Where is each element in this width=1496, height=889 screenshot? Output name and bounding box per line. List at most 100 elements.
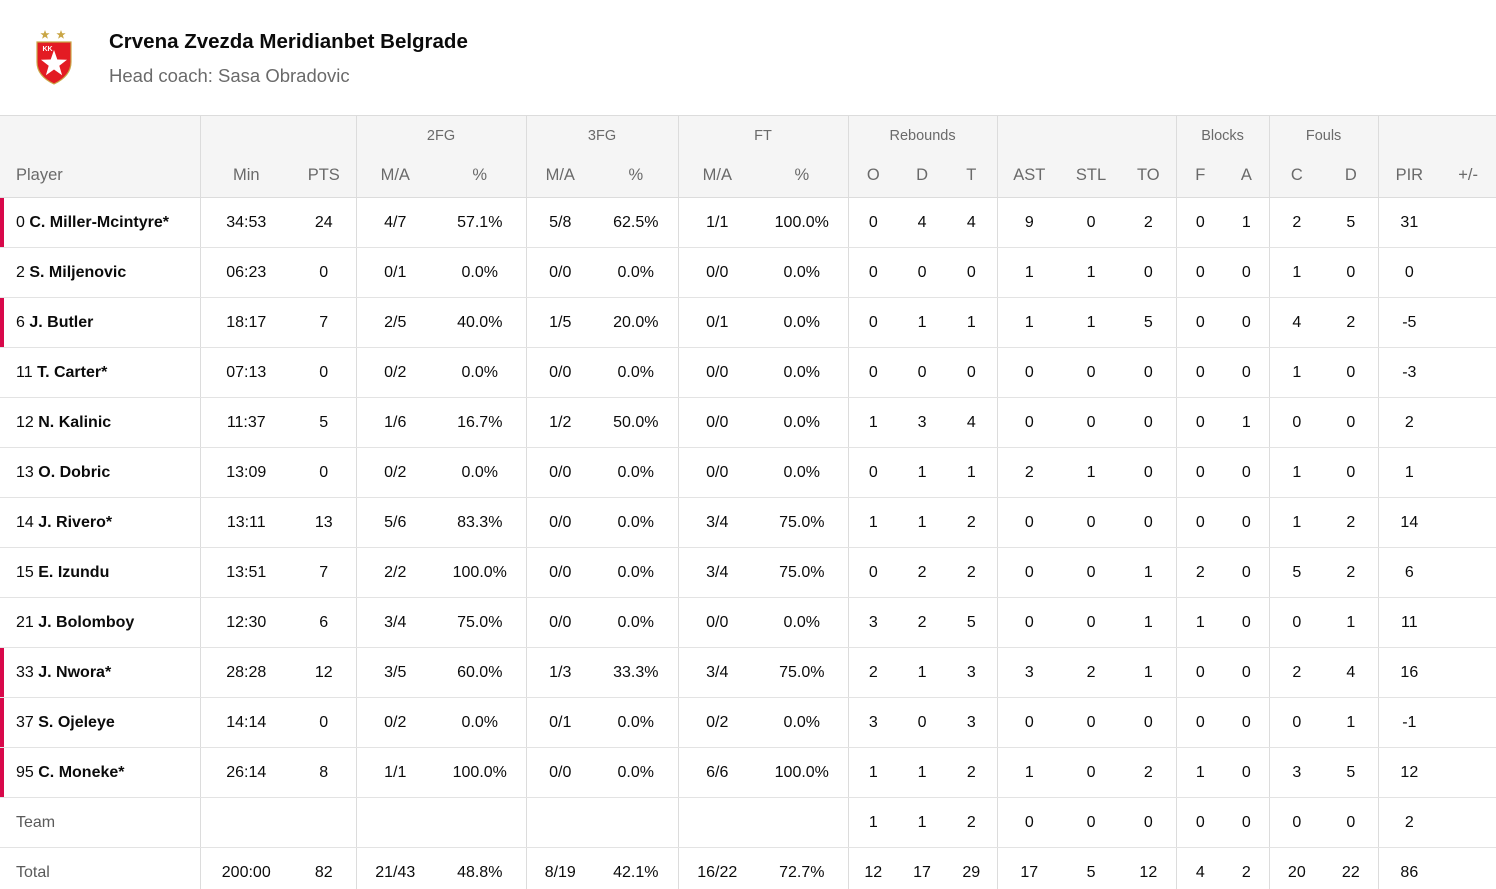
player-cell[interactable]: 21 J. Bolomboy <box>0 597 200 648</box>
cell-ft-pct: 72.7% <box>779 863 825 881</box>
player-row[interactable]: 11 T. Carter* 07:13 0 0/2 0.0% 0/0 0.0% 0/0 0.0%… <box>0 347 1496 398</box>
cell-fouls-d: 2 <box>1324 497 1379 548</box>
cell-2fg-pct: 75.0% <box>434 597 527 648</box>
cell-blk-a: 0 <box>1224 247 1270 298</box>
player-row[interactable]: 6 J. Butler 18:17 7 2/5 40.0% 1/5 20.0% 0/1 0.0%… <box>0 297 1496 348</box>
cell-pir: 16 <box>1377 647 1441 698</box>
cell-min: 11:37 <box>199 397 292 448</box>
player-name[interactable]: J. Butler <box>29 313 94 331</box>
player-cell[interactable]: 2 S. Miljenovic <box>0 247 200 298</box>
player-cell[interactable]: 15 E. Izundu <box>0 547 200 598</box>
player-name[interactable]: O. Dobric <box>38 463 111 481</box>
cell-reb-t: 2 <box>946 547 998 598</box>
player-name[interactable]: J. Rivero* <box>38 513 113 531</box>
cell-min: 34:53 <box>199 197 292 248</box>
cell-2fg-pct <box>434 797 527 848</box>
cell-ast: 0 <box>996 797 1062 848</box>
cell-3fg-pct: 50.0% <box>594 397 679 448</box>
cell-fouls-c: 0 <box>1268 397 1325 448</box>
cell-3fg-pct: 0.0% <box>594 247 679 298</box>
cell-ft-ma: 16/22 <box>677 847 757 889</box>
cell-ast: 2 <box>996 447 1062 498</box>
cell-reb-o: 0 <box>847 347 899 398</box>
player-cell[interactable]: 33 J. Nwora* <box>0 647 200 698</box>
cell-2fg-pct: 0.0% <box>434 247 527 298</box>
player-row[interactable]: 12 N. Kalinic 11:37 5 1/6 16.7% 1/2 50.0% 0/0 0.… <box>0 397 1496 448</box>
column-header-fouls-c: C <box>1268 153 1325 198</box>
cell-stl: 0 <box>1061 397 1122 448</box>
cell-blk-f: 0 <box>1175 197 1225 248</box>
cell-3fg-pct: 0.0% <box>594 547 679 598</box>
cell-plus-minus <box>1440 247 1496 298</box>
cell-ft-pct: 100.0% <box>756 197 849 248</box>
cell-blk-a: 0 <box>1224 647 1270 698</box>
cell-fouls-d: 0 <box>1324 397 1379 448</box>
cell-2fg-pct: 60.0% <box>434 647 527 698</box>
player-cell[interactable]: 0 C. Miller-Mcintyre* <box>0 197 200 248</box>
player-name[interactable]: E. Izundu <box>38 563 110 581</box>
cell-pts: 24 <box>292 197 356 248</box>
column-header-blk-f: F <box>1175 153 1225 198</box>
player-name[interactable]: T. Carter* <box>37 363 108 381</box>
player-cell[interactable]: 13 O. Dobric <box>0 447 200 498</box>
cell-3fg-ma: 0/0 <box>525 447 595 498</box>
cell-reb-t: 0 <box>946 347 998 398</box>
cell-fouls-c: 0 <box>1268 797 1325 848</box>
header-column-row: Player Min PTS M/A % M/A % M/A % O D T A… <box>0 153 1496 198</box>
cell-ast: 1 <box>996 747 1062 798</box>
player-name[interactable]: C. Miller-Mcintyre* <box>29 213 169 231</box>
column-header-3fg-pct: % <box>594 153 679 198</box>
cell-2fg-pct: 48.8% <box>457 863 503 881</box>
cell-3fg-ma: 0/0 <box>525 347 595 398</box>
player-row[interactable]: 37 S. Ojeleye 14:14 0 0/2 0.0% 0/1 0.0% 0/2 0.0%… <box>0 697 1496 748</box>
player-name[interactable]: S. Ojeleye <box>38 713 115 731</box>
player-row[interactable]: 95 C. Moneke* 26:14 8 1/1 100.0% 0/0 0.0% 6/6 10… <box>0 747 1496 798</box>
cell-reb-t: 2 <box>946 797 998 848</box>
cell-ft-ma: 0/1 <box>677 297 757 348</box>
cell-ft-ma: 0/2 <box>677 697 757 748</box>
cell-pir: 12 <box>1377 747 1441 798</box>
player-name[interactable]: C. Moneke* <box>38 763 125 781</box>
cell-3fg-pct: 0.0% <box>594 597 679 648</box>
player-cell[interactable]: 37 S. Ojeleye <box>0 697 200 748</box>
cell-ft-ma: 0/0 <box>677 347 757 398</box>
cell-pir: -3 <box>1377 347 1441 398</box>
player-row[interactable]: 15 E. Izundu 13:51 7 2/2 100.0% 0/0 0.0% 3/4 75.… <box>0 547 1496 598</box>
player-row[interactable]: 13 O. Dobric 13:09 0 0/2 0.0% 0/0 0.0% 0/0 0.0% 0… <box>0 447 1496 498</box>
player-row[interactable]: 0 C. Miller-Mcintyre* 34:53 24 4/7 57.1% 5/8 6… <box>0 197 1496 248</box>
player-row[interactable]: 2 S. Miljenovic 06:23 0 0/1 0.0% 0/0 0.0% 0/0 0.… <box>0 247 1496 298</box>
player-cell[interactable]: 12 N. Kalinic <box>0 397 200 448</box>
cell-2fg-pct: 83.3% <box>434 497 527 548</box>
cell-blk-f: 0 <box>1175 497 1225 548</box>
player-name[interactable]: N. Kalinic <box>38 413 112 431</box>
header-group-ft: FT <box>677 115 849 154</box>
cell-pts: 0 <box>292 347 356 398</box>
cell-reb-d: 2 <box>898 547 947 598</box>
cell-2fg-ma: 1/6 <box>355 397 434 448</box>
cell-3fg-pct: 0.0% <box>594 347 679 398</box>
player-name[interactable]: J. Bolomboy <box>38 613 135 631</box>
player-cell[interactable]: 14 J. Rivero* <box>0 497 200 548</box>
player-cell[interactable]: 95 C. Moneke* <box>0 747 200 798</box>
cell-blk-a: 0 <box>1224 447 1270 498</box>
cell-fouls-d: 0 <box>1324 447 1379 498</box>
box-score-body: 0 C. Miller-Mcintyre* 34:53 24 4/7 57.1% 5/8 6… <box>0 197 1496 889</box>
starter-indicator <box>0 698 4 747</box>
cell-ft-ma: 3/4 <box>677 497 757 548</box>
cell-pir: 0 <box>1377 247 1441 298</box>
player-row[interactable]: 21 J. Bolomboy 12:30 6 3/4 75.0% 0/0 0.0% 0/0 0.… <box>0 597 1496 648</box>
player-row[interactable]: 14 J. Rivero* 13:11 13 5/6 83.3% 0/0 0.0% 3/4 75… <box>0 497 1496 548</box>
cell-ast: 1 <box>996 297 1062 348</box>
cell-3fg-ma: 0/0 <box>525 747 595 798</box>
player-name[interactable]: S. Miljenovic <box>29 263 127 281</box>
column-header-ft-pct: % <box>756 153 849 198</box>
cell-blk-f: 1 <box>1175 597 1225 648</box>
cell-reb-o: 3 <box>847 697 899 748</box>
player-name[interactable]: J. Nwora* <box>38 663 112 681</box>
cell-2fg-pct: 16.7% <box>434 397 527 448</box>
cell-plus-minus <box>1440 647 1496 698</box>
player-cell[interactable]: 6 J. Butler <box>0 297 200 348</box>
cell-ft-pct: 0.0% <box>756 397 849 448</box>
player-cell[interactable]: 11 T. Carter* <box>0 347 200 398</box>
player-row[interactable]: 33 J. Nwora* 28:28 12 3/5 60.0% 1/3 33.3% 3/4 75… <box>0 647 1496 698</box>
